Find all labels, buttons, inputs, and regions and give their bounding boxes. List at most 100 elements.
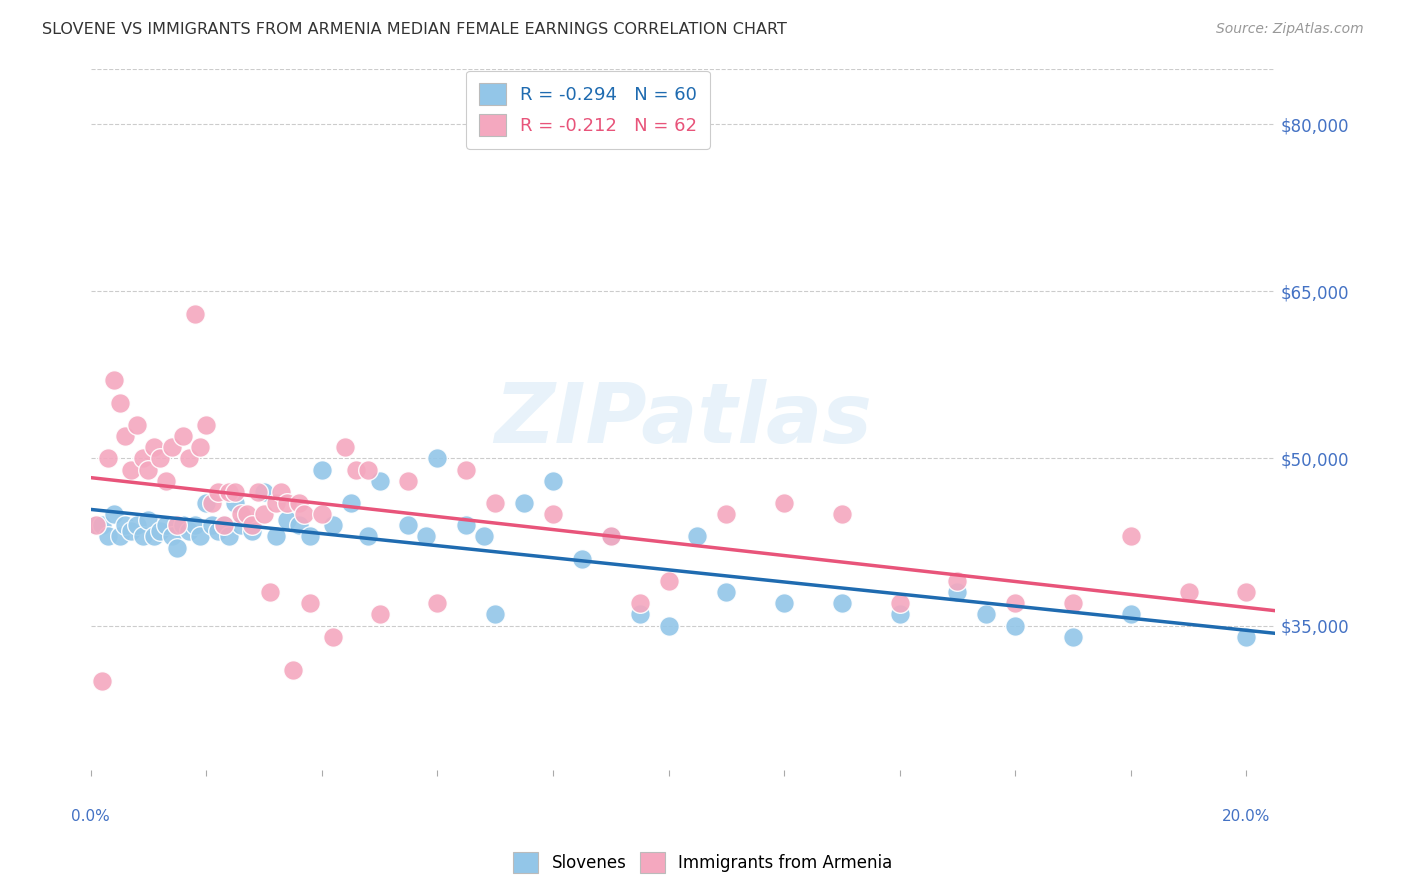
Point (628, 596, 651, 610)
Point (299, 596, 322, 610)
Point (281, 663, 304, 677)
Point (1004, 618, 1026, 632)
Point (368, 607, 391, 622)
Point (224, 484, 246, 499)
Text: 20.0%: 20.0% (1222, 809, 1271, 824)
Point (426, 596, 449, 610)
Point (889, 607, 911, 622)
Point (1004, 596, 1026, 610)
Point (201, 518, 224, 533)
Point (242, 518, 264, 533)
Point (212, 518, 235, 533)
Point (657, 618, 679, 632)
Point (218, 484, 240, 499)
Point (166, 518, 188, 533)
Point (1236, 585, 1258, 599)
Point (398, 474, 420, 488)
Point (299, 529, 322, 543)
Point (212, 518, 235, 533)
Point (125, 417, 148, 432)
Point (889, 596, 911, 610)
Point (114, 429, 136, 443)
Point (177, 451, 200, 466)
Point (125, 518, 148, 533)
Point (229, 518, 252, 533)
Point (294, 507, 316, 521)
Point (1119, 607, 1142, 622)
Point (270, 484, 292, 499)
Point (716, 507, 738, 521)
Point (229, 507, 252, 521)
Point (773, 596, 796, 610)
Point (207, 524, 229, 538)
Point (1062, 630, 1084, 644)
Point (1062, 596, 1084, 610)
Point (201, 496, 224, 510)
Point (91, 674, 114, 689)
Point (976, 607, 998, 622)
Point (91, 518, 114, 533)
Point (114, 518, 136, 533)
Point (1236, 630, 1258, 644)
Point (218, 529, 240, 543)
Point (657, 574, 679, 588)
Point (138, 513, 160, 527)
Point (513, 496, 536, 510)
Point (716, 585, 738, 599)
Point (247, 484, 270, 499)
Point (456, 518, 478, 533)
Point (143, 529, 166, 543)
Point (183, 307, 205, 321)
Point (183, 518, 205, 533)
Point (357, 529, 380, 543)
Point (831, 596, 853, 610)
Point (484, 496, 506, 510)
Point (322, 630, 344, 644)
Point (541, 474, 564, 488)
Point (195, 496, 218, 510)
Point (143, 440, 166, 454)
Point (368, 474, 391, 488)
Text: ZIPatlas: ZIPatlas (494, 379, 872, 460)
Point (155, 474, 177, 488)
Point (773, 496, 796, 510)
Point (160, 529, 183, 543)
Point (287, 518, 309, 533)
Point (599, 529, 621, 543)
Point (398, 518, 420, 533)
Point (195, 417, 218, 432)
Point (97, 529, 120, 543)
Point (1119, 529, 1142, 543)
Point (415, 529, 437, 543)
Point (138, 462, 160, 476)
Point (346, 462, 368, 476)
Point (166, 541, 188, 555)
Legend: Slovenes, Immigrants from Armenia: Slovenes, Immigrants from Armenia (506, 846, 900, 880)
Point (287, 496, 309, 510)
Point (155, 518, 177, 533)
Point (456, 462, 478, 476)
Point (172, 429, 194, 443)
Point (224, 496, 246, 510)
Point (103, 373, 125, 387)
Point (599, 529, 621, 543)
Point (242, 524, 264, 538)
Point (276, 496, 298, 510)
Point (276, 513, 298, 527)
Point (686, 529, 709, 543)
Point (160, 440, 183, 454)
Point (190, 529, 212, 543)
Legend: R = -0.294   N = 60, R = -0.212   N = 62: R = -0.294 N = 60, R = -0.212 N = 62 (467, 70, 710, 149)
Point (357, 462, 380, 476)
Point (120, 524, 142, 538)
Point (108, 395, 131, 409)
Point (946, 574, 969, 588)
Point (322, 518, 344, 533)
Text: 0.0%: 0.0% (72, 809, 110, 824)
Point (541, 507, 564, 521)
Point (472, 529, 495, 543)
Point (259, 585, 281, 599)
Point (190, 440, 212, 454)
Point (149, 451, 172, 466)
Point (253, 507, 276, 521)
